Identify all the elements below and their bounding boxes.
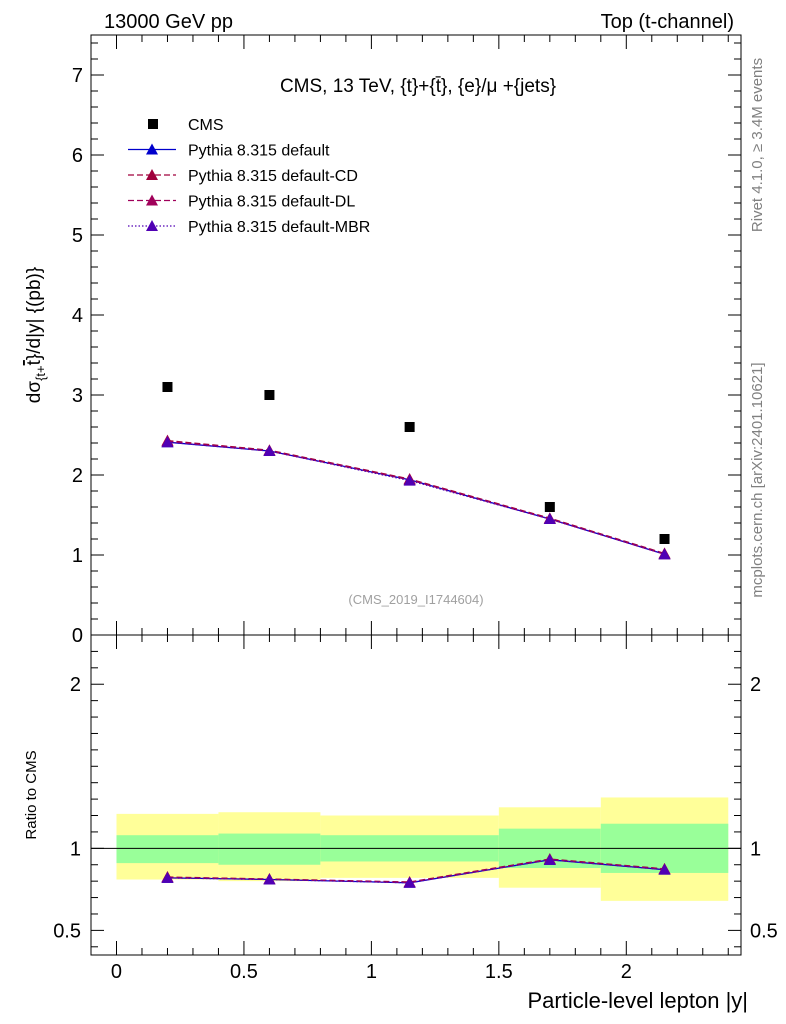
- legend-marker: [146, 220, 158, 231]
- uncertainty-band-inner: [218, 833, 321, 865]
- y-tick-label: 3: [72, 385, 83, 407]
- ratio-y-axis-label: Ratio to CMS: [23, 750, 40, 839]
- y-tick-label: 0: [72, 625, 83, 647]
- main-panel: 0 1 2 3 4 5 6 7 CMS, 13 TeV, {t}+{t̄}, {e}/μ +{…: [24, 34, 742, 647]
- y-tick-label: 1: [72, 545, 83, 567]
- y-tick-label-right: 0.5: [750, 920, 778, 942]
- mc-marker: [263, 445, 276, 456]
- ratio-panel-frame: [90, 634, 742, 956]
- x-tick-label: 1.5: [485, 961, 513, 983]
- y-tick-label: 2: [70, 674, 81, 696]
- ratio-series: [161, 853, 671, 888]
- mc-series-line: [167, 441, 665, 555]
- y-tick-label: 0.5: [53, 920, 81, 942]
- legend-label: Pythia 8.315 default: [188, 143, 330, 160]
- uncertainty-bands: [116, 797, 729, 901]
- ratio-panel: 0.5 0.5 1 1 2 2 0 0.5 1 1.5 2 Ratio to CMS Partic…: [23, 634, 778, 1013]
- x-tick-label: 1: [366, 961, 377, 983]
- ratio-marker: [658, 863, 671, 875]
- y-tick-label-right: 2: [750, 674, 761, 696]
- mc-series-line: [167, 440, 665, 555]
- main-y-axis-label: dσ{t+t}/d|y| {(pb)}: [24, 267, 48, 403]
- legend-marker: [146, 194, 158, 206]
- mc-marker: [658, 548, 671, 560]
- uncertainty-band-inner: [116, 835, 219, 864]
- main-x-ticks: [90, 35, 729, 635]
- main-y-axis: 0 1 2 3 4 5 6 7: [72, 42, 741, 647]
- legend-marker: [148, 119, 158, 129]
- legend-label: Pythia 8.315 default-CD: [188, 168, 358, 185]
- ratio-marker: [403, 876, 416, 888]
- legend-label: Pythia 8.315 default-DL: [188, 194, 355, 211]
- header-energy-label: 13000 GeV pp: [104, 11, 233, 33]
- header-process-label: Top (t-channel): [601, 11, 734, 33]
- cms-data-point: [404, 422, 415, 432]
- legend-label: CMS: [188, 117, 224, 134]
- cms-data-point: [659, 534, 670, 544]
- x-tick-label: 2: [621, 961, 632, 983]
- mc-series-line: [167, 439, 665, 555]
- ratio-x-axis: 0 0.5 1 1.5 2: [90, 635, 729, 983]
- main-series: [161, 382, 671, 560]
- mcplots-reference-label: mcplots.cern.ch [arXiv:2401.10621]: [749, 362, 766, 597]
- legend-marker: [146, 143, 158, 155]
- cms-data-point: [544, 502, 555, 512]
- ratio-marker: [161, 871, 174, 883]
- cms-data-point: [264, 390, 275, 400]
- rivet-version-label: Rivet 4.1.0, ≥ 3.4M events: [749, 58, 766, 232]
- mc-marker: [543, 513, 556, 524]
- y-tick-label-right: 1: [750, 838, 761, 860]
- y-tick-label: 7: [72, 65, 83, 87]
- mc-series-line: [167, 441, 665, 555]
- y-tick-label: 1: [70, 838, 81, 860]
- ratio-marker: [543, 853, 556, 865]
- ratio-y-axis: 0.5 0.5 1 1 2 2: [53, 634, 778, 948]
- analysis-watermark: (CMS_2019_I1744604): [348, 592, 483, 607]
- y-tick-label: 4: [72, 305, 83, 327]
- legend-marker: [146, 169, 158, 180]
- y-tick-label: 6: [72, 145, 83, 167]
- x-tick-label: 0.5: [230, 961, 258, 983]
- ratio-marker: [263, 873, 276, 885]
- x-tick-label: 0: [111, 961, 122, 983]
- mc-marker: [161, 436, 174, 448]
- y-tick-label: 2: [72, 465, 83, 487]
- mc-marker: [403, 474, 416, 486]
- cms-data-point: [162, 382, 173, 392]
- legend: CMS Pythia 8.315 default Pythia 8.315 defa…: [128, 117, 370, 236]
- chart-title: CMS, 13 TeV, {t}+{t̄}, {e}/μ +{jets}: [280, 76, 556, 97]
- x-axis-label: Particle-level lepton |y|: [527, 988, 748, 1013]
- y-tick-label: 5: [72, 225, 83, 247]
- legend-label: Pythia 8.315 default-MBR: [188, 219, 370, 236]
